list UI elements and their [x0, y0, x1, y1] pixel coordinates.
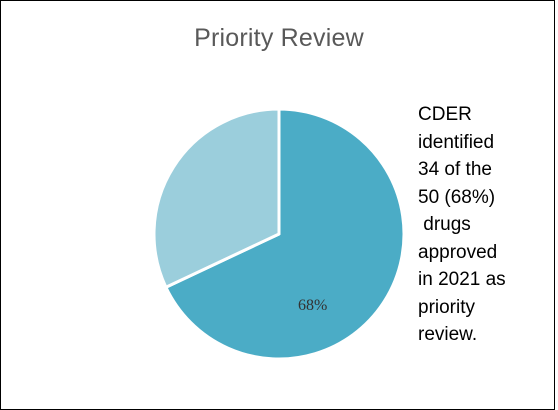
annotation-line: 50 (68%)	[418, 186, 496, 208]
chart-annotation: CDER identified 34 of the 50 (68%) drugs…	[418, 101, 538, 349]
annotation-line: approved	[418, 241, 498, 263]
chart-title: Priority Review	[194, 24, 364, 52]
annotation-line: 34 of the	[418, 159, 492, 180]
annotation-line: identified	[418, 131, 495, 153]
pie-slice	[152, 107, 281, 289]
pie-slice	[164, 107, 406, 361]
annotation-line: CDER	[418, 104, 472, 125]
slice-data-label: 68%	[298, 297, 327, 314]
annotation-line: review.	[418, 324, 478, 345]
annotation-line: priority	[418, 296, 476, 318]
annotation-line: in 2021 as	[418, 269, 506, 290]
annotation-line: drugs	[418, 214, 471, 235]
